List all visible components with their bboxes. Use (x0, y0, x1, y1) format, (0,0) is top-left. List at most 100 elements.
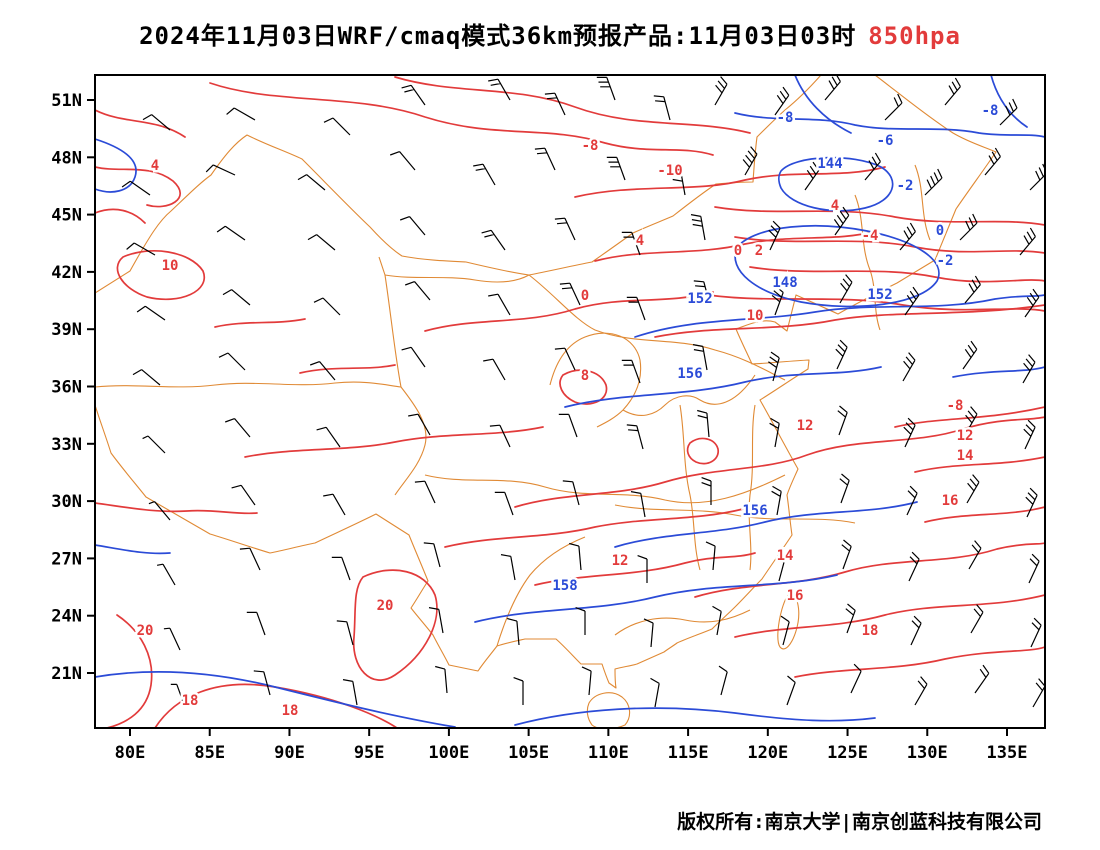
temperature-contour-label: -10 (657, 163, 682, 179)
temperature-contour-label: 10 (162, 258, 179, 274)
height-contour-line (990, 75, 1028, 128)
lon-tick-label: 110E (588, 743, 629, 763)
temperature-contour-label: 0 (581, 288, 589, 304)
lat-tick-label: 51N (51, 91, 82, 111)
temperature-contour-line (794, 646, 1045, 678)
temperature-contour-line (749, 266, 1045, 283)
map-boundary-line (777, 592, 800, 650)
map-boundary-line (496, 536, 586, 647)
temperature-contour-label: 12 (612, 553, 629, 569)
lon-tick-label: 85E (194, 743, 225, 763)
height-contour-line (564, 366, 882, 408)
wind-barbs-layer (121, 75, 1045, 708)
temperature-contour-line (444, 508, 744, 548)
map-boundary-line (394, 386, 427, 496)
height-contour-line (514, 707, 876, 726)
height-contour-label: 156 (742, 503, 767, 519)
height-contour-label: -2 (897, 178, 914, 194)
map-boundary-line (384, 274, 530, 283)
temperature-contour-line (95, 166, 181, 208)
temperature-contour-label: 0 (734, 243, 742, 259)
height-contour-label: 156 (677, 366, 702, 382)
height-contour-label: -8 (777, 110, 794, 126)
map-boundary-line (854, 194, 881, 331)
lon-tick-label: 115E (668, 743, 709, 763)
temperature-contour-line (686, 437, 719, 465)
height-contour-line (777, 156, 894, 212)
lat-tick-label: 45N (51, 206, 82, 226)
lon-tick-label: 95E (354, 743, 385, 763)
map-boundary-line (95, 75, 822, 294)
map-boundary-line (586, 692, 631, 728)
map-boundary-line (95, 75, 997, 689)
map-boundary-line (679, 404, 701, 571)
height-contour-label: 152 (867, 287, 892, 303)
temperature-contour-line (214, 318, 306, 328)
temperature-contour-label: 20 (137, 623, 154, 639)
lon-tick-label: 100E (428, 743, 469, 763)
temperature-contour-line (714, 206, 1045, 226)
temperature-contour-line (694, 542, 1045, 598)
temperature-contour-line (894, 406, 1045, 428)
temperature-contour-line (352, 569, 438, 681)
height-contour-line (95, 138, 137, 193)
temperature-contour-line (244, 426, 544, 458)
temperature-contour-line (424, 291, 714, 332)
temperature-contour-line (514, 416, 1045, 508)
plot-frame (94, 74, 1046, 729)
lon-tick-label: 135E (987, 743, 1028, 763)
temperature-contour-line (95, 208, 146, 224)
height-contour-line (734, 224, 940, 308)
chart-title-text: 2024年11月03日WRF/cmaq模式36km预报产品:11月03日03时 (139, 22, 857, 50)
copyright-text: 版权所有:南京大学|南京创蓝科技有限公司 (677, 811, 1042, 833)
chart-level-label: 850hpa (868, 22, 961, 50)
temperature-contour-label: 18 (862, 623, 879, 639)
temperature-contour-label: -8 (582, 138, 599, 154)
map-boundary-line (914, 164, 931, 241)
temperature-contour-line (209, 82, 714, 156)
height-contour-line (794, 75, 852, 134)
height-contour-label: 152 (687, 291, 712, 307)
temperature-contour-line (924, 506, 1045, 523)
temperature-contour-label: -4 (862, 228, 879, 244)
lat-tick-label: 24N (51, 607, 82, 627)
temperature-contour-label: 4 (151, 158, 159, 174)
height-contour-label: -8 (982, 103, 999, 119)
lat-tick-label: 39N (51, 320, 82, 340)
height-contour-label: -6 (877, 133, 894, 149)
temperature-contour-label: 2 (755, 243, 763, 259)
temperature-contour-line (95, 109, 186, 138)
temperature-contour-label: 10 (747, 308, 764, 324)
temperature-contour-label: 18 (182, 693, 199, 709)
map-boundary-line (528, 274, 786, 381)
map-boundary-line (622, 374, 756, 416)
temperature-contour-label: 14 (957, 448, 974, 464)
temperature-contour-label: 16 (787, 588, 804, 604)
lat-tick-label: 36N (51, 378, 82, 398)
height-contour-label: 0 (936, 223, 944, 239)
lon-tick-label: 80E (115, 743, 146, 763)
lat-tick-label: 21N (51, 664, 82, 684)
lon-tick-label: 125E (827, 743, 868, 763)
height-contour-label: -2 (937, 253, 954, 269)
lon-tick-label: 105E (508, 743, 549, 763)
height-contour-label: 144 (817, 156, 842, 172)
temperature-contour-line (95, 502, 258, 515)
temperature-contour-label: 12 (797, 418, 814, 434)
temperature-contour-label: 18 (282, 703, 299, 719)
temperature-contour-line (534, 552, 756, 586)
lon-tick-label: 120E (747, 743, 788, 763)
height-contour-line (95, 670, 456, 728)
map-boundary-line (95, 381, 402, 388)
height-contour-label: 158 (552, 578, 577, 594)
temperature-contour-label: 20 (377, 598, 394, 614)
lon-tick-label: 130E (907, 743, 948, 763)
temperature-contour-line (299, 364, 396, 374)
height-contour-line (474, 574, 838, 623)
map-boundary-line (378, 256, 402, 388)
temperature-contour-label: 14 (777, 548, 794, 564)
temperature-contour-label: 16 (942, 493, 959, 509)
height-contour-line (634, 294, 1045, 338)
